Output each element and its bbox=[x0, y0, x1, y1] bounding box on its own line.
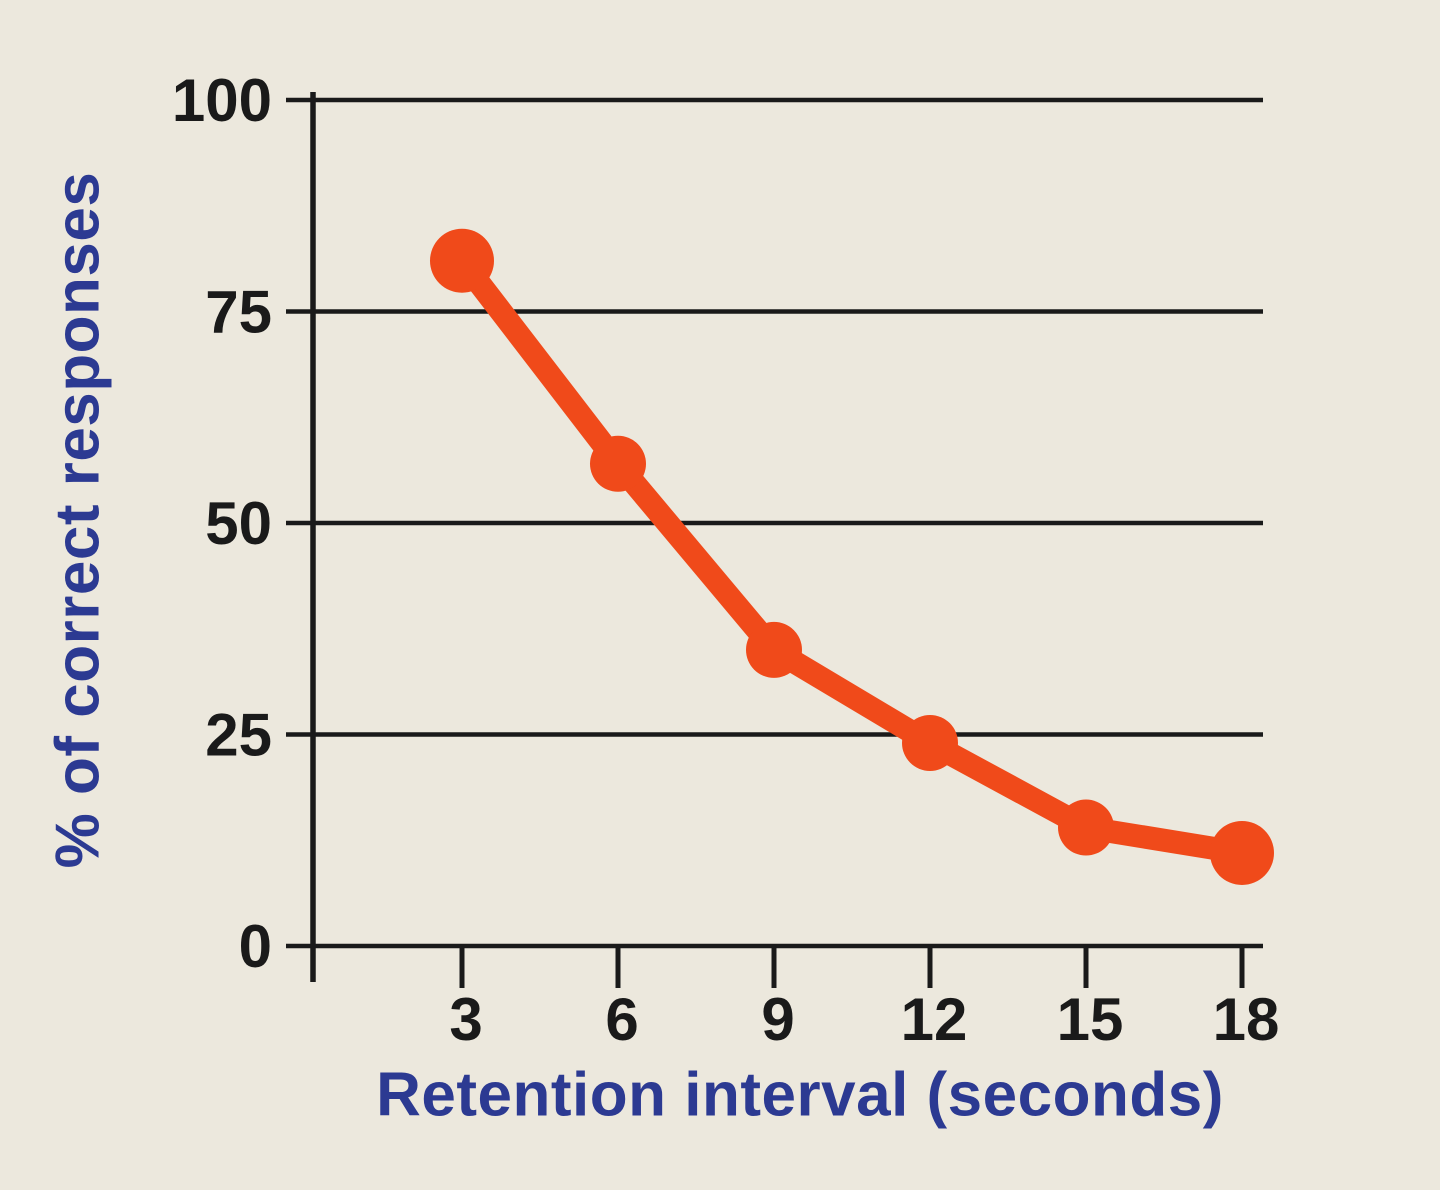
data-point-12s bbox=[902, 714, 958, 771]
x-tick-label-9: 9 bbox=[761, 986, 794, 1053]
x-tick-label-12: 12 bbox=[901, 986, 968, 1053]
series-line-percent-correct bbox=[450, 249, 1254, 865]
data-point-18s bbox=[1210, 820, 1274, 885]
x-tick-label-6: 6 bbox=[605, 986, 638, 1053]
y-axis-label: % of correct responses bbox=[43, 171, 113, 869]
y-tick-label-50: 50 bbox=[205, 490, 272, 557]
x-tick-label-3: 3 bbox=[449, 986, 482, 1053]
x-tick-label-18: 18 bbox=[1213, 986, 1280, 1053]
y-tick-label-100: 100 bbox=[172, 67, 272, 134]
data-point-15s bbox=[1058, 799, 1114, 856]
data-point-9s bbox=[746, 621, 802, 678]
x-tick-label-15: 15 bbox=[1057, 986, 1124, 1053]
y-tick-label-25: 25 bbox=[205, 702, 272, 769]
data-point-6s bbox=[590, 435, 646, 492]
x-axis-label: Retention interval (seconds) bbox=[376, 1060, 1224, 1130]
y-tick-label-75: 75 bbox=[205, 279, 272, 346]
y-tick-label-0: 0 bbox=[239, 913, 272, 980]
data-point-3s bbox=[430, 228, 494, 293]
